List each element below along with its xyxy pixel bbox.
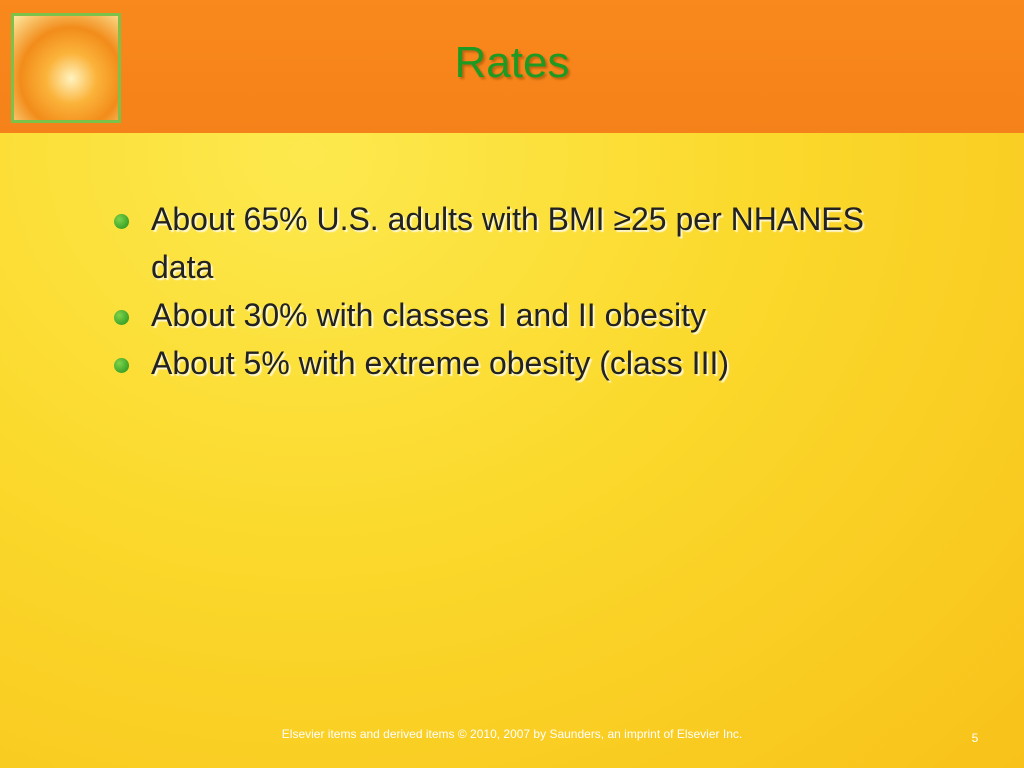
bullet-list: About 65% U.S. adults with BMI ≥25 per N… [112,195,872,387]
page-number: 5 [971,731,979,745]
bullet: About 5% with extreme obesity (class III… [112,339,872,387]
header-band [0,0,1024,133]
title: Rates [454,38,570,87]
bullet: About 30% with classes I and II obesity [112,291,872,339]
logo [11,13,121,123]
bullet: About 65% U.S. adults with BMI ≥25 per N… [112,195,872,291]
footer: Elsevier items and derived items © 2010,… [281,727,743,741]
